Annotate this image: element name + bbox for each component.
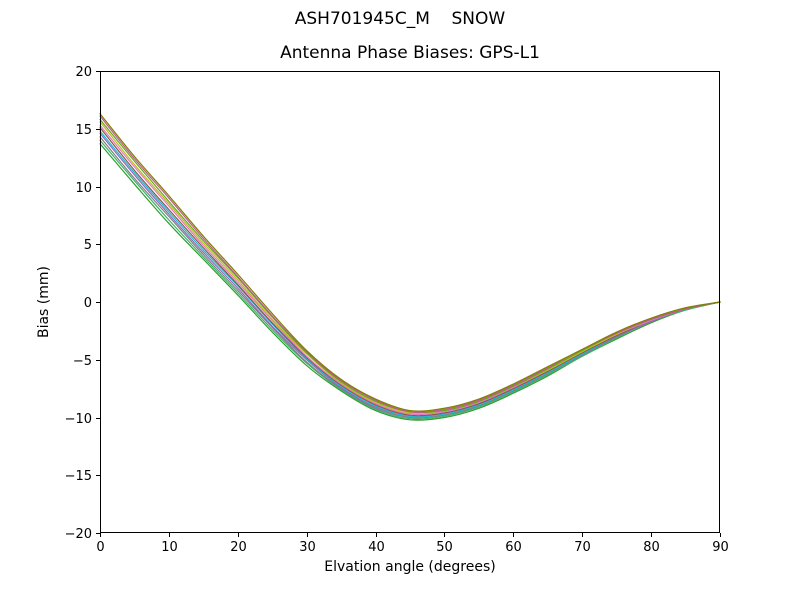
y-tick-label: −5 <box>73 354 92 369</box>
x-tick-label: 0 <box>96 540 104 555</box>
series-line-set-09 <box>99 118 721 414</box>
y-tick-label: −15 <box>65 469 92 484</box>
series-line-set-06 <box>99 126 721 417</box>
y-tick-label: −10 <box>65 412 92 427</box>
x-tick-label: 20 <box>230 540 247 555</box>
series-line-set-07 <box>99 124 721 416</box>
series-line-set-08 <box>99 121 721 414</box>
x-tick-label: 80 <box>643 540 660 555</box>
x-tick-label: 50 <box>436 540 453 555</box>
x-tick-label: 30 <box>299 540 316 555</box>
figure-title: ASH701945C_M SNOW <box>294 9 506 29</box>
series-line-set-10 <box>99 115 721 413</box>
series-line-set-01 <box>99 143 721 421</box>
series-line-set-04 <box>99 132 721 418</box>
x-tick-label: 70 <box>574 540 591 555</box>
x-tick-label: 90 <box>712 540 729 555</box>
y-tick-label: 15 <box>75 123 92 138</box>
y-tick-label: 5 <box>84 238 92 253</box>
series-line-set-05 <box>99 130 721 418</box>
x-tick-label: 10 <box>161 540 178 555</box>
x-tick-label: 60 <box>505 540 522 555</box>
y-tick-label: 20 <box>75 65 92 80</box>
y-tick-label: 10 <box>75 181 92 196</box>
y-tick-label: −20 <box>65 527 92 542</box>
y-tick-label: 0 <box>84 296 92 311</box>
x-axis-label: Elvation angle (degrees) <box>324 559 496 575</box>
series-line-set-03 <box>99 136 721 419</box>
series-line-set-11 <box>99 113 721 412</box>
series-line-set-02 <box>99 139 721 420</box>
axes-spines <box>100 71 720 533</box>
axes-title: Antenna Phase Biases: GPS-L1 <box>280 43 540 63</box>
y-axis-label: Bias (mm) <box>36 265 52 339</box>
x-tick-label: 40 <box>368 540 385 555</box>
